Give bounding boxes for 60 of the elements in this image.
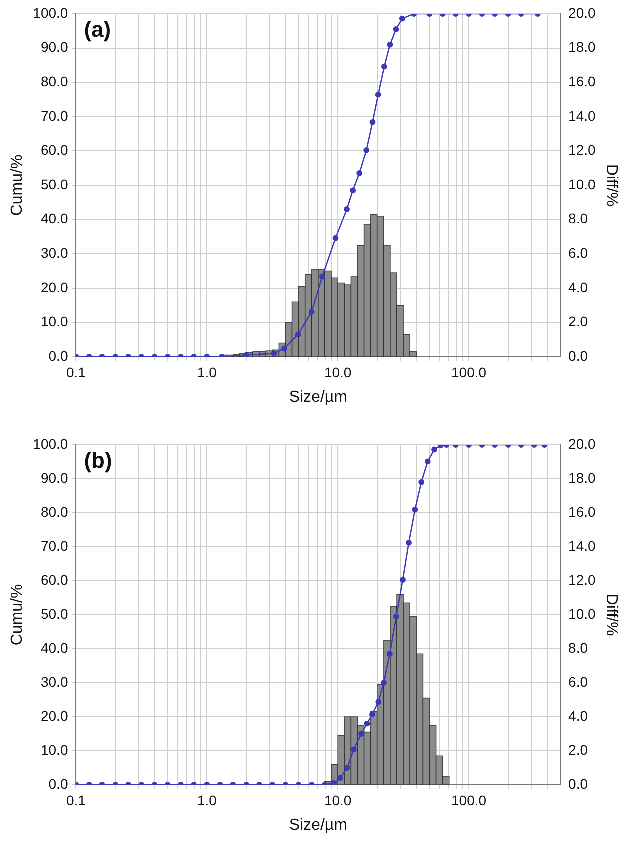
y2-tick-label: 14.0 <box>568 108 596 124</box>
y2-tick-label: 0.0 <box>568 776 588 792</box>
y-tick-label: 80.0 <box>40 504 68 520</box>
y-tick-label: 50.0 <box>40 606 68 622</box>
y-tick-label: 60.0 <box>40 572 68 588</box>
y-axis-title: Cumu/% <box>9 584 26 646</box>
y2-tick-label: 2.0 <box>568 314 588 330</box>
y-tick-label: 80.0 <box>40 73 68 90</box>
y-tick-label: 100.0 <box>33 436 68 452</box>
y2-axis-title: Diff/% <box>602 594 620 636</box>
y-tick-label: 10.0 <box>40 742 68 758</box>
y-tick-label: 70.0 <box>40 108 68 124</box>
y2-tick-label: 4.0 <box>568 708 588 724</box>
y-tick-label: 20.0 <box>40 279 68 296</box>
x-tick-label: 100.0 <box>452 364 487 380</box>
y2-tick-label: 18.0 <box>568 39 596 56</box>
x-tick-label: 10.0 <box>324 792 352 808</box>
y-tick-label: 0.0 <box>48 776 68 792</box>
y-tick-label: 90.0 <box>40 39 68 56</box>
y-tick-label: 40.0 <box>40 640 68 656</box>
y2-tick-label: 6.0 <box>568 244 588 261</box>
x-tick-label: 0.1 <box>66 792 86 808</box>
y-axis-title: Cumu/% <box>9 154 26 216</box>
y2-tick-label: 20.0 <box>568 4 596 21</box>
y2-tick-label: 12.0 <box>568 142 596 158</box>
y-tick-label: 20.0 <box>40 708 68 724</box>
x-axis-title: Size/µm <box>289 816 348 834</box>
y-tick-label: 60.0 <box>40 142 68 158</box>
y-tick-label: 30.0 <box>40 674 68 690</box>
y-tick-label: 30.0 <box>40 244 68 261</box>
y2-tick-label: 16.0 <box>568 504 596 520</box>
x-axis-title: Size/µm <box>289 388 348 406</box>
annotation: (a) <box>84 17 112 42</box>
x-tick-label: 100.0 <box>452 792 487 808</box>
y2-tick-label: 10.0 <box>568 606 596 622</box>
y-tick-label: 70.0 <box>40 538 68 554</box>
x-tick-label: 1.0 <box>197 364 218 380</box>
annotation: (b) <box>84 448 112 474</box>
x-tick-label: 0.1 <box>66 364 86 380</box>
y-tick-label: 100.0 <box>33 4 68 21</box>
y-tick-label: 90.0 <box>40 470 68 486</box>
y2-tick-label: 8.0 <box>568 640 588 656</box>
y-tick-label: 40.0 <box>40 210 68 227</box>
y2-axis-title: Diff/% <box>602 164 620 207</box>
y2-tick-label: 2.0 <box>568 742 588 758</box>
y-tick-label: 0.0 <box>48 348 68 364</box>
y2-tick-label: 12.0 <box>568 572 596 588</box>
y2-tick-label: 16.0 <box>568 73 596 90</box>
y2-tick-label: 6.0 <box>568 674 588 690</box>
y2-tick-label: 8.0 <box>568 210 588 227</box>
y2-tick-label: 0.0 <box>568 348 588 364</box>
y2-tick-label: 18.0 <box>568 470 596 486</box>
x-tick-label: 10.0 <box>324 364 352 380</box>
y2-tick-label: 20.0 <box>568 436 596 452</box>
y2-tick-label: 10.0 <box>568 176 596 192</box>
y2-tick-label: 14.0 <box>568 538 596 554</box>
y-tick-label: 10.0 <box>40 314 68 330</box>
y2-tick-label: 4.0 <box>568 279 588 296</box>
y-tick-label: 50.0 <box>40 176 68 192</box>
x-tick-label: 1.0 <box>197 792 218 808</box>
